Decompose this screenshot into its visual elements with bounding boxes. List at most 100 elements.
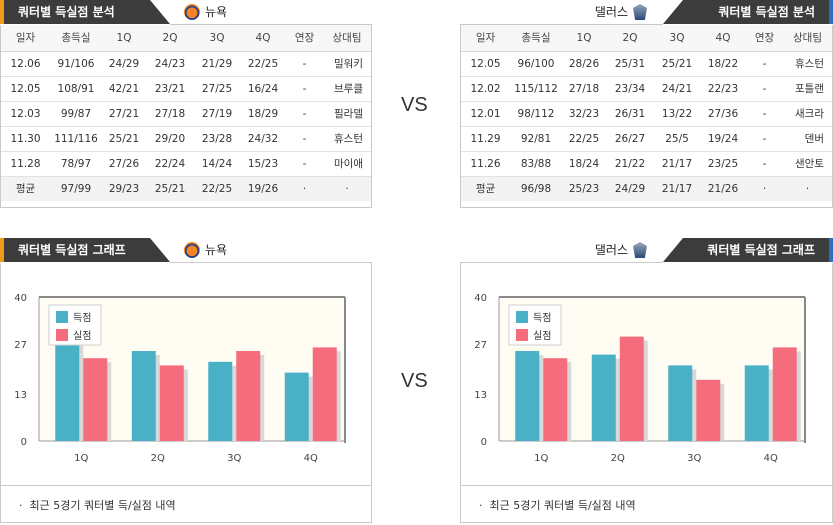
x-tick-label: 1Q: [74, 453, 88, 464]
table-cell: 15/23: [240, 151, 286, 177]
table-cell: 11.30: [1, 126, 50, 152]
legend-label: 실점: [73, 330, 91, 342]
legend-label: 실점: [533, 330, 551, 342]
table-cell: 휴스턴: [323, 126, 371, 152]
bar-allowed-4Q: [312, 347, 337, 441]
average-cell: 평균: [1, 176, 50, 201]
footer-note-text: 최근 5경기 쿼터별 득/실점 내역: [489, 499, 636, 512]
left-graph-header: 쿼터별 득실점 그래프 뉴욕: [0, 238, 372, 264]
table-cell: 115/112: [510, 76, 562, 102]
bar-scored-4Q: [284, 372, 309, 441]
table-cell: 12.01: [461, 101, 510, 127]
vs-label-bottom: VS: [401, 370, 428, 392]
column-header: 총득실: [510, 25, 562, 52]
y-tick-label: 40: [14, 293, 27, 304]
table-cell: 24/21: [654, 76, 700, 102]
table-row: 11.29 92/81 22/25 26/27 25/5 19/24- 덴버: [461, 126, 832, 152]
table-cell: 18/22: [700, 51, 746, 77]
average-cell: 21/26: [700, 176, 746, 201]
table-cell: 21/22: [606, 151, 654, 177]
left-graph-team-name: 뉴욕: [205, 243, 228, 257]
bar-scored-3Q: [208, 361, 233, 441]
table-cell: 99/87: [50, 101, 102, 127]
table-cell: 27/21: [102, 101, 146, 127]
right-footer-note: · 최근 5경기 쿼터별 득/실점 내역: [460, 485, 833, 523]
average-cell: 24/29: [606, 176, 654, 201]
table-cell: 29/20: [146, 126, 194, 152]
bar-scored-3Q: [668, 365, 693, 441]
right-graph-title: 쿼터별 득실점 그래프: [663, 238, 833, 262]
table-cell: 22/25: [240, 51, 286, 77]
average-row: 평균 97/99 29/23 25/21 22/25 19/26 · ·: [1, 176, 371, 201]
y-tick-label: 27: [14, 340, 27, 351]
y-tick-label: 40: [474, 293, 487, 304]
left-analysis-header: 쿼터별 득실점 분석 뉴욕: [0, 0, 372, 26]
x-tick-label: 2Q: [611, 453, 625, 464]
left-chart-panel: 0 13 27 40 1Q 2Q 3Q 4Q 득점 실점: [0, 263, 372, 486]
column-header: 3Q: [654, 25, 700, 52]
table-cell: 25/5: [654, 126, 700, 152]
column-header: 연장: [286, 25, 323, 52]
x-tick-label: 3Q: [227, 453, 241, 464]
table-cell: 78/97: [50, 151, 102, 177]
x-tick-label: 4Q: [304, 453, 318, 464]
table-cell: 23/25: [700, 151, 746, 177]
legend-swatch: [516, 329, 528, 341]
y-tick-label: 13: [474, 390, 487, 401]
table-cell: -: [286, 101, 323, 127]
table-row: 11.30 111/116 25/21 29/20 23/28 24/32- 휴스턴: [1, 126, 371, 152]
table-row: 11.26 83/88 18/24 21/22 21/17 23/25- 샌안토: [461, 151, 832, 177]
column-header: 일자: [461, 25, 510, 52]
table-cell: -: [286, 51, 323, 77]
table-cell: 26/31: [606, 101, 654, 127]
right-chart-panel: 0 13 27 40 1Q 2Q 3Q 4Q 득점 실점: [460, 263, 833, 486]
table-cell: -: [746, 101, 783, 127]
table-cell: 11.28: [1, 151, 50, 177]
average-cell: 97/99: [50, 176, 102, 201]
column-header: 2Q: [146, 25, 194, 52]
table-cell: 96/100: [510, 51, 562, 77]
table-cell: 27/19: [194, 101, 240, 127]
table-cell: 12.05: [1, 76, 50, 102]
right-stats-table: 일자 총득실 1Q 2Q 3Q 4Q 연장 상대팀 12.05 96/100 28/26 25/31…: [460, 25, 833, 208]
table-cell: 24/32: [240, 126, 286, 152]
y-tick-label: 0: [481, 437, 487, 448]
average-cell: 19/26: [240, 176, 286, 201]
vs-label-top: VS: [401, 94, 428, 116]
average-cell: 25/23: [562, 176, 606, 201]
table-cell: -: [746, 126, 783, 152]
table-cell: 덴버: [783, 126, 832, 152]
x-tick-label: 2Q: [151, 453, 165, 464]
average-cell: 21/17: [654, 176, 700, 201]
table-cell: 필라델: [323, 101, 371, 127]
table-cell: -: [746, 76, 783, 102]
table-cell: 25/31: [606, 51, 654, 77]
left-footer-note: · 최근 5경기 쿼터별 득/실점 내역: [0, 485, 372, 523]
column-header: 4Q: [700, 25, 746, 52]
table-cell: 25/21: [654, 51, 700, 77]
average-cell: ·: [783, 176, 832, 201]
table-cell: 밀워키: [323, 51, 371, 77]
column-header: 3Q: [194, 25, 240, 52]
average-row: 평균 96/98 25/23 24/29 21/17 21/26 · ·: [461, 176, 832, 201]
table-cell: 27/26: [102, 151, 146, 177]
right-analysis-header: 쿼터별 득실점 분석 댈러스: [460, 0, 833, 26]
legend-label: 득점: [73, 312, 91, 324]
x-tick-label: 4Q: [764, 453, 778, 464]
table-row: 12.06 91/106 24/29 24/23 21/29 22/25- 밀워키: [1, 51, 371, 77]
right-analysis-title: 쿼터별 득실점 분석: [663, 0, 833, 24]
table-cell: 27/25: [194, 76, 240, 102]
table-cell: 21/29: [194, 51, 240, 77]
table-cell: -: [746, 51, 783, 77]
knicks-logo-icon: [184, 242, 200, 258]
table-cell: 11.26: [461, 151, 510, 177]
column-header: 상대팀: [323, 25, 371, 52]
table-cell: 27/36: [700, 101, 746, 127]
bar-allowed-2Q: [159, 365, 184, 441]
table-row: 12.05 96/100 28/26 25/31 25/21 18/22- 휴스턴: [461, 51, 832, 77]
table-cell: -: [286, 126, 323, 152]
bar-scored-2Q: [131, 351, 156, 441]
table-row: 12.01 98/112 32/23 26/31 13/22 27/36- 새크라: [461, 101, 832, 127]
column-header: 연장: [746, 25, 783, 52]
